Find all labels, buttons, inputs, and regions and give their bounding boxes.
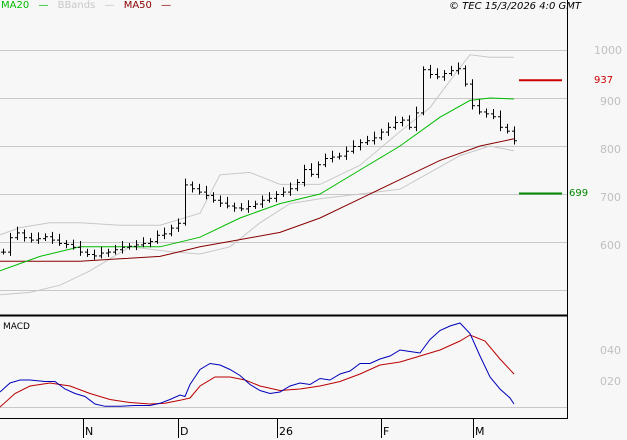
- price-axis-label-800: 800: [600, 143, 621, 156]
- resistance-level-label: 937: [594, 75, 614, 86]
- bband-upper-line: [0, 54, 514, 236]
- macd-panel-title: MACD: [3, 322, 30, 332]
- legend-ma50: MA50 —: [123, 0, 172, 11]
- x-axis-label-mar: M: [475, 425, 485, 438]
- macd-axis-label-040: 040: [600, 344, 621, 357]
- x-axis-label-dec: D: [180, 425, 189, 438]
- price-axis-label-600: 600: [600, 239, 621, 252]
- price-axis-label-900: 900: [600, 95, 621, 108]
- macd-signal-line: [0, 334, 515, 408]
- x-axis-label-feb: F: [383, 425, 390, 438]
- bband-lower-line: [0, 145, 515, 296]
- copyright-timestamp: © TEC 15/3/2026 4:0 GMT: [449, 1, 581, 12]
- legend-ma20: MA20 —: [1, 0, 49, 11]
- macd-line: [0, 322, 515, 407]
- ma50-line: [0, 138, 515, 262]
- price-axis-label-700: 700: [600, 191, 621, 204]
- x-axis-label-nov: N: [85, 425, 94, 438]
- x-axis-label-2026: 26: [279, 425, 293, 438]
- support-level-label: 699: [569, 188, 589, 199]
- price-axis-label-1000: 1000: [594, 44, 622, 57]
- chart-legend: MA20 — BBands — MA50 —: [1, 0, 177, 13]
- legend-bbands: BBands —: [57, 0, 115, 11]
- ma20-line: [0, 97, 515, 272]
- macd-axis-label-020: 020: [600, 375, 621, 388]
